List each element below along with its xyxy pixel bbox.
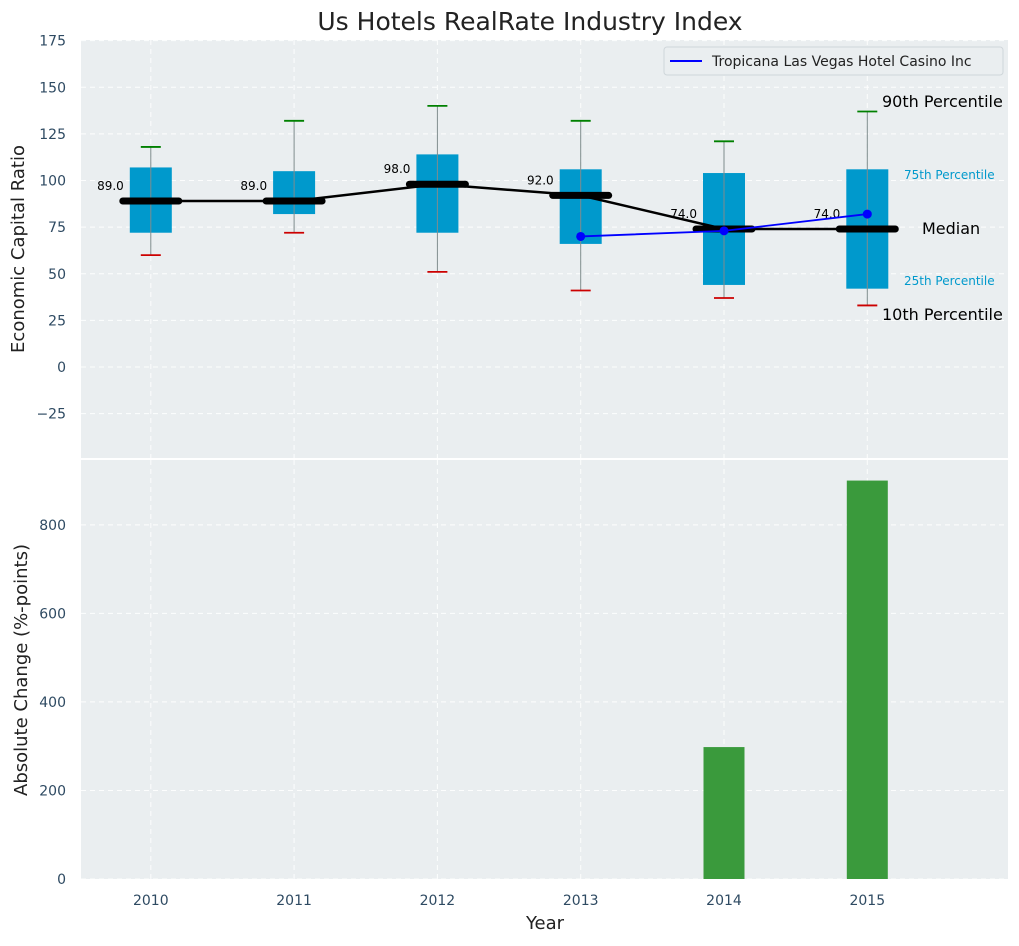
median-value-label: 98.0 [384,162,411,176]
top-y-tick-label: 75 [48,220,66,236]
annotation-p90: 90th Percentile [882,92,1003,111]
legend-frame [663,46,1004,76]
x-tick-label: 2013 [563,893,599,909]
x-tick-label: 2014 [706,893,742,909]
bottom-y-tick-label: 0 [57,872,66,888]
median-value-label: 89.0 [240,179,267,193]
top-y-tick-label: 125 [39,127,66,143]
x-tick-label: 2011 [276,893,312,909]
bottom-y-tick-label: 800 [39,518,66,534]
change-bar [703,747,745,879]
chart-title: Us Hotels RealRate Industry Index [317,7,742,36]
median-value-label: 92.0 [527,173,554,187]
annotation-median: Median [922,219,980,238]
median-value-label: 74.0 [670,207,697,221]
x-tick-label: 2012 [420,893,456,909]
top-y-tick-label: 0 [57,360,66,376]
top-y-tick-label: 50 [48,267,66,283]
annotation-p75: 75th Percentile [904,168,995,182]
bottom-grid [81,460,1008,880]
top-y-ticks: −25 0 25 50 75 100 125 150 175 [36,34,66,423]
x-ticks: 2010 2011 2012 2013 2014 2015 [133,893,885,909]
top-y-tick-label: −25 [36,407,66,423]
legend-label: Tropicana Las Vegas Hotel Casino Inc [711,54,972,70]
legend: Tropicana Las Vegas Hotel Casino Inc [663,46,1004,76]
top-y-axis-label: Economic Capital Ratio [8,145,29,353]
annotation-p25: 25th Percentile [904,274,995,288]
change-bar [846,480,888,879]
company-series-point [719,226,729,236]
top-y-tick-label: 25 [48,313,66,329]
bottom-y-tick-label: 200 [39,783,66,799]
bottom-marks [703,480,888,879]
top-y-tick-label: 100 [39,174,66,190]
x-tick-label: 2015 [849,893,885,909]
bottom-y-tick-label: 600 [39,606,66,622]
bottom-y-axis-label: Absolute Change (%-points) [11,544,32,796]
bottom-y-tick-label: 400 [39,695,66,711]
median-value-label: 89.0 [97,179,124,193]
company-series-point [576,231,586,241]
x-axis-label: Year [525,913,565,934]
bottom-y-ticks: 0 200 400 600 800 [39,518,66,888]
annotation-p10: 10th Percentile [882,305,1003,324]
company-series-point [862,209,872,219]
x-tick-label: 2010 [133,893,169,909]
top-y-tick-label: 150 [39,80,66,96]
top-marks: 89.0 89.098.092.074.0 74.0 [97,105,899,307]
top-y-tick-label: 175 [39,34,66,50]
